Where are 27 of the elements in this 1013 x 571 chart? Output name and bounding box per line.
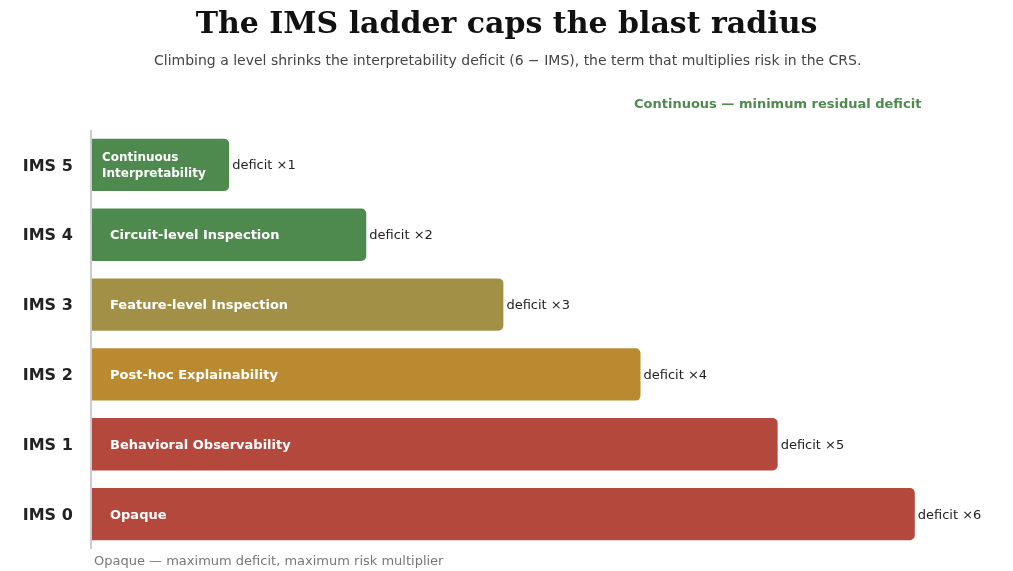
annotation: Post-hoc Explainability: [110, 367, 279, 382]
data-label: deficit ×4: [643, 366, 708, 382]
y-tick-label: IMS 2: [22, 365, 73, 385]
data-label: deficit ×6: [917, 506, 982, 522]
bar: [92, 208, 367, 261]
data-label: deficit ×1: [232, 157, 296, 173]
chart-subtitle: Climbing a level shrinks the interpretability deficit (6 − IMS), the term that multiplies risk in the CRS.: [154, 52, 862, 68]
text: Continuous — minimum residual deficit: [634, 96, 922, 111]
chart-title: The IMS ladder caps the blast radius: [195, 5, 818, 41]
bar: [92, 487, 915, 541]
annotation: Feature-level Inspection: [110, 297, 289, 312]
annotation: Continuous Interpretability: [102, 150, 206, 180]
text: Opaque — maximum deficit, maximum risk multiplier: [94, 553, 445, 568]
annotation: Opaque: [110, 507, 167, 522]
data-label: deficit ×2: [369, 227, 433, 243]
y-tick-label: IMS 5: [22, 155, 73, 175]
y-tick-label: IMS 1: [22, 434, 73, 454]
data-label: deficit ×3: [506, 297, 570, 313]
annotation: Circuit-level Inspection: [110, 227, 280, 242]
y-tick-label: IMS 3: [22, 295, 73, 315]
bar: [92, 278, 504, 331]
data-label: deficit ×5: [780, 436, 845, 452]
y-tick-label: IMS 4: [22, 225, 73, 245]
annotation: Behavioral Observability: [110, 437, 292, 452]
bar: [92, 348, 641, 401]
bar: [92, 418, 778, 471]
y-tick-label: IMS 0: [22, 504, 73, 524]
